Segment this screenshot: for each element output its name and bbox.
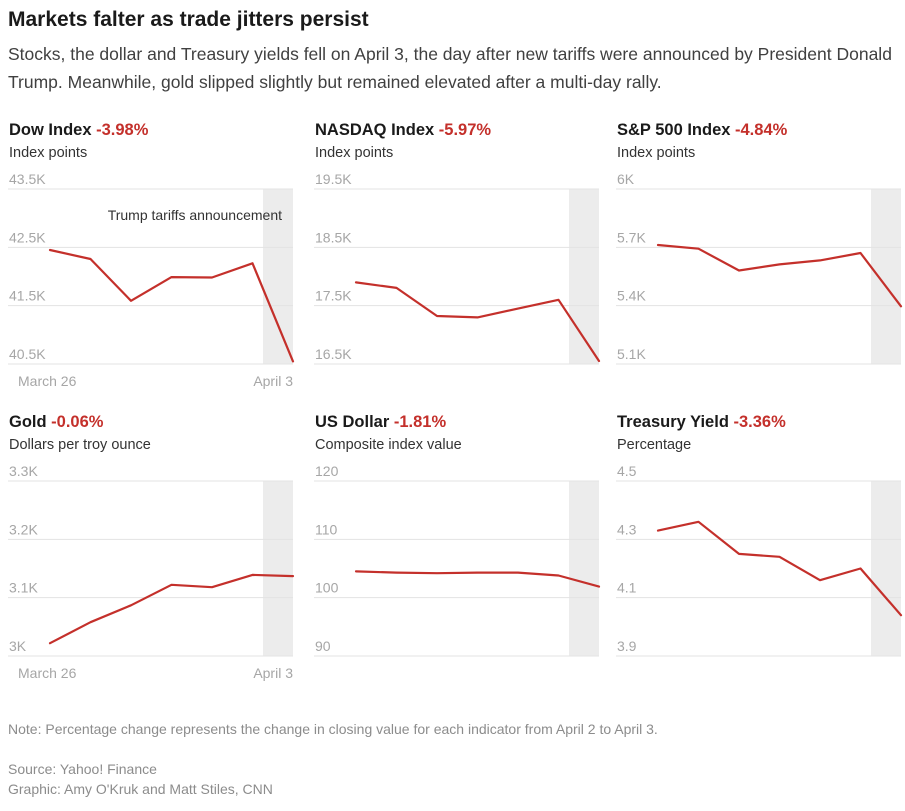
y-tick-label: 43.5K [9,171,46,187]
panel-unit: Index points [617,145,696,161]
treasury-yield-line-chart: 3.9 4.1 4.3 4.5 [616,463,903,657]
y-tick-label: 3K [9,638,27,654]
graphic-subtitle: Stocks, the dollar and Treasury yields f… [8,44,892,92]
y-tick-label: 3.9 [617,638,637,654]
series-line [48,573,295,645]
panel-unit: Composite index value [315,437,462,453]
tariff-announcement-shade [263,189,293,364]
x-tick-label: April 3 [253,665,293,681]
graphic-credit: Graphic: Amy O'Kruk and Matt Stiles, CNN [8,781,273,797]
panel-title: S&P 500 Index -4.84% [617,121,787,140]
y-tick-label: 110 [315,521,338,537]
series-line [354,570,601,588]
y-tick-label: 4.1 [617,580,637,596]
y-tick-label: 3.2K [9,521,38,537]
y-tick-label: 16.5K [315,346,352,362]
panel-change-percent: -3.36% [733,413,786,431]
panel-gold: Gold -0.06% Dollars per troy ounce 3K 3.1… [8,413,298,693]
series-line [656,520,903,617]
y-tick-label: 6K [617,171,635,187]
panel-us-dollar: US Dollar -1.81% Composite index value 9… [314,413,604,693]
y-tick-label: 41.5K [9,288,46,304]
panel-unit: Dollars per troy ounce [9,437,151,453]
y-tick-label: 4.3 [617,521,637,537]
panel-title-text: S&P 500 Index [617,121,731,139]
footnote: Note: Percentage change represents the c… [8,721,658,737]
panel-title-text: US Dollar [315,413,390,431]
annotation-label: Trump tariffs announcement [108,207,282,223]
y-tick-label: 5.4K [617,288,646,304]
source-line: Source: Yahoo! Finance [8,761,157,777]
panel-title: Dow Index -3.98% [9,121,148,140]
y-tick-label: 40.5K [9,346,46,362]
y-tick-label: 5.7K [617,229,646,245]
panel-change-percent: -5.97% [438,121,492,139]
y-tick-label: 90 [315,638,331,654]
tariff-announcement-shade [569,189,599,364]
y-tick-label: 4.5 [617,463,637,479]
tariff-announcement-shade [263,481,293,656]
y-tick-label: 18.5K [315,229,352,245]
panel-title-text: Treasury Yield [617,413,729,431]
panel-dow: Dow Index -3.98% Index points 40.5K 41.5K… [8,121,298,401]
panel-treasury-yield: Treasury Yield -3.36% Percentage 3.9 4.1 4… [616,413,905,693]
series-line [656,243,903,308]
y-tick-label: 120 [315,463,339,479]
panel-unit: Index points [9,145,88,161]
y-tick-label: 19.5K [315,171,352,187]
dow-line-chart: 40.5K 41.5K 42.5K 43.5K Trump tariffs announ… [8,171,295,389]
y-tick-label: 17.5K [315,288,352,304]
panel-unit: Percentage [617,437,692,453]
graphic-title: Markets falter as trade jitters persist [8,8,369,31]
panel-title: Gold -0.06% [9,413,103,432]
tariff-announcement-shade [871,481,901,656]
tariff-announcement-shade [871,189,901,364]
sp500-line-chart: 5.1K 5.4K 5.7K 6K [616,171,903,365]
panel-title: NASDAQ Index -5.97% [315,121,491,140]
series-line [354,281,601,363]
y-tick-label: 3.3K [9,463,38,479]
panel-title-text: NASDAQ Index [315,121,435,139]
gold-line-chart: 3K 3.1K 3.2K 3.3K March 26 April 3 [8,463,295,681]
panel-change-percent: -3.98% [96,121,149,139]
panel-title-text: Dow Index [9,121,92,139]
series-line [48,248,295,363]
nasdaq-line-chart: 16.5K 17.5K 18.5K 19.5K [314,171,601,365]
x-tick-label: April 3 [253,373,293,389]
panel-title: US Dollar -1.81% [315,413,446,432]
panel-sp500: S&P 500 Index -4.84% Index points 5.1K 5.… [616,121,905,401]
y-tick-label: 42.5K [9,229,46,245]
panel-change-percent: -0.06% [51,413,104,431]
x-tick-label: March 26 [18,665,77,681]
y-tick-label: 100 [315,580,339,596]
x-tick-label: March 26 [18,373,77,389]
panel-nasdaq: NASDAQ Index -5.97% Index points 16.5K 17… [314,121,604,401]
panel-unit: Index points [315,145,394,161]
panel-change-percent: -4.84% [735,121,788,139]
y-tick-label: 3.1K [9,580,38,596]
us-dollar-line-chart: 90 100 110 120 [314,463,601,657]
panel-change-percent: -1.81% [393,413,447,431]
y-tick-label: 5.1K [617,346,646,362]
panel-title-text: Gold [9,413,47,431]
panel-title: Treasury Yield -3.36% [617,413,786,432]
tariff-announcement-shade [569,481,599,656]
